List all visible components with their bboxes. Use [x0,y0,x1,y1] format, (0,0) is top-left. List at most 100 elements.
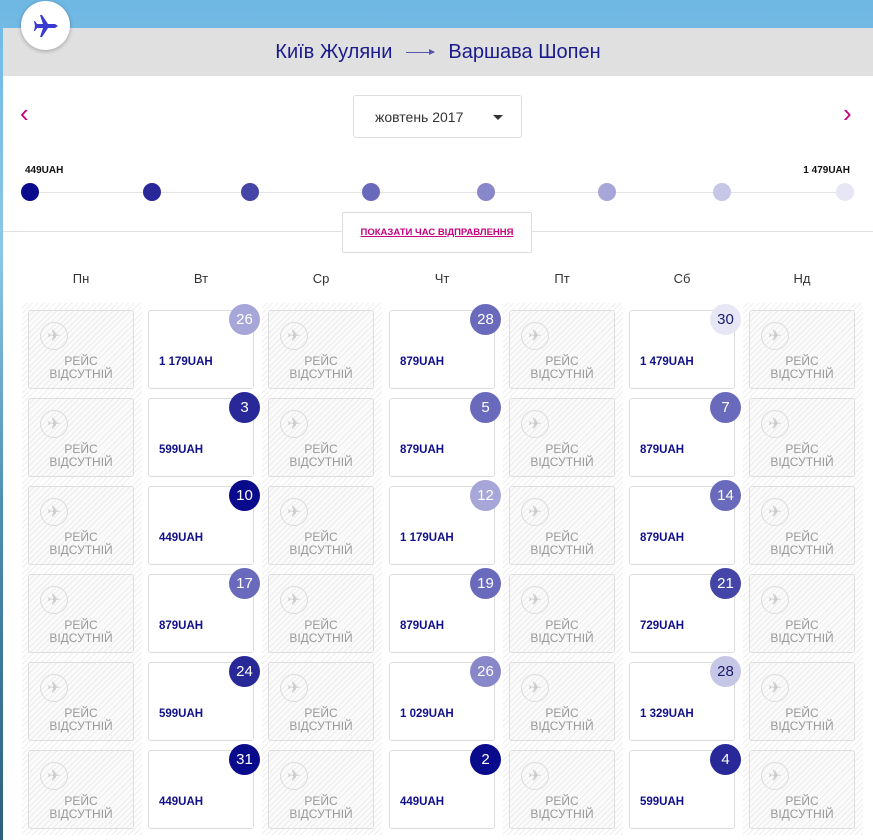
unavailable-column-bg [743,303,863,835]
day-badge: 17 [229,568,260,599]
flight-price: 449UAH [159,532,204,544]
flight-price: 879UAH [640,532,685,544]
price-level-dot [241,183,259,201]
day-badge: 24 [229,656,260,687]
weekday-label: Сб [673,271,691,286]
day-cell-flight[interactable]: 10 449UAH [148,480,260,565]
unavailable-label: РЕЙС ВІДСУТНІЙ [49,618,113,645]
day-cell-unavailable: ✈ РЕЙС ВІДСУТНІЙ [509,662,615,741]
day-badge: 26 [229,304,260,335]
unavailable-label: РЕЙС ВІДСУТНІЙ [289,530,353,557]
weekday-label: Вт [193,271,209,286]
weekday-label: Нд [793,271,811,286]
show-departure-times-button[interactable]: ПОКАЗАТИ ЧАС ВІДПРАВЛЕННЯ [342,212,532,253]
day-badge: 7 [710,392,741,423]
day-cell-flight[interactable]: 14 879UAH [629,480,741,565]
day-cell-flight[interactable]: 5 879UAH [389,392,501,477]
day-cell-flight[interactable]: 28 1 329UAH [629,656,741,741]
weekday-label: Ср [312,271,330,286]
price-scale-line [30,192,845,193]
destination: Варшава Шопен [448,40,601,63]
unavailable-label: РЕЙС ВІДСУТНІЙ [289,794,353,821]
plane-icon: ✈ [280,498,308,526]
plane-icon: ✈ [40,762,68,790]
day-cell-flight[interactable]: 3 599UAH [148,392,260,477]
price-level-dot [836,183,854,201]
flight-price: 1 179UAH [400,532,454,544]
plane-icon: ✈ [521,322,549,350]
plane-icon: ✈ [40,498,68,526]
unavailable-column-bg [262,303,382,835]
unavailable-label: РЕЙС ВІДСУТНІЙ [770,794,834,821]
plane-icon: ✈ [521,410,549,438]
day-cell-unavailable: ✈ РЕЙС ВІДСУТНІЙ [268,574,374,653]
flight-price: 449UAH [159,796,204,808]
month-select[interactable]: жовтень 2017 [353,95,522,138]
day-badge: 5 [470,392,501,423]
plane-icon: ✈ [521,674,549,702]
airline-logo[interactable] [21,1,70,50]
day-cell-flight[interactable]: 24 599UAH [148,656,260,741]
day-cell-unavailable: ✈ РЕЙС ВІДСУТНІЙ [28,662,134,741]
day-cell-flight[interactable]: 12 1 179UAH [389,480,501,565]
day-badge: 28 [710,656,741,687]
arrow-right-icon [406,48,436,55]
day-badge: 31 [229,744,260,775]
unavailable-label: РЕЙС ВІДСУТНІЙ [530,530,594,557]
day-cell-flight[interactable]: 30 1 479UAH [629,304,741,389]
plane-icon: ✈ [761,410,789,438]
day-cell-unavailable: ✈ РЕЙС ВІДСУТНІЙ [268,398,374,477]
price-min-label: 449UAH [25,165,64,176]
flight-price: 879UAH [400,444,445,456]
day-cell-flight[interactable]: 17 879UAH [148,568,260,653]
day-cell-flight[interactable]: 7 879UAH [629,392,741,477]
day-cell-flight[interactable]: 26 1 179UAH [148,304,260,389]
day-badge: 28 [470,304,501,335]
plane-icon: ✈ [280,410,308,438]
weekday-label: Чт [434,271,450,286]
plane-icon: ✈ [280,762,308,790]
day-cell-flight[interactable]: 21 729UAH [629,568,741,653]
unavailable-column-bg [503,303,623,835]
unavailable-label: РЕЙС ВІДСУТНІЙ [770,706,834,733]
price-max-label: 1 479UAH [803,165,850,176]
price-level-dot [713,183,731,201]
day-cell-unavailable: ✈ РЕЙС ВІДСУТНІЙ [28,486,134,565]
day-cell-flight[interactable]: 26 1 029UAH [389,656,501,741]
day-cell-flight[interactable]: 19 879UAH [389,568,501,653]
day-cell-unavailable: ✈ РЕЙС ВІДСУТНІЙ [509,750,615,829]
day-badge: 12 [470,480,501,511]
day-cell-flight[interactable]: 2 449UAH [389,744,501,829]
plane-icon: ✈ [280,674,308,702]
flight-price: 879UAH [159,620,204,632]
unavailable-label: РЕЙС ВІДСУТНІЙ [530,442,594,469]
day-cell-unavailable: ✈ РЕЙС ВІДСУТНІЙ [509,486,615,565]
plane-icon: ✈ [40,674,68,702]
day-badge: 19 [470,568,501,599]
unavailable-label: РЕЙС ВІДСУТНІЙ [530,618,594,645]
route-header: Київ Жуляни Варшава Шопен [3,28,873,76]
origin: Київ Жуляни [275,40,393,63]
day-cell-flight[interactable]: 28 879UAH [389,304,501,389]
flight-price: 1 329UAH [640,708,694,720]
day-badge: 21 [710,568,741,599]
prev-month-button[interactable]: ‹ [20,98,29,128]
plane-icon: ✈ [761,586,789,614]
unavailable-label: РЕЙС ВІДСУТНІЙ [49,442,113,469]
day-cell-unavailable: ✈ РЕЙС ВІДСУТНІЙ [28,310,134,389]
unavailable-label: РЕЙС ВІДСУТНІЙ [49,354,113,381]
flight-price: 729UAH [640,620,685,632]
weekday-label: Пн [72,271,90,286]
unavailable-label: РЕЙС ВІДСУТНІЙ [530,354,594,381]
day-badge: 14 [710,480,741,511]
unavailable-label: РЕЙС ВІДСУТНІЙ [530,706,594,733]
price-level-dot [362,183,380,201]
flight-price: 599UAH [159,708,204,720]
unavailable-label: РЕЙС ВІДСУТНІЙ [289,354,353,381]
flight-price: 879UAH [400,356,445,368]
next-month-button[interactable]: › [843,98,852,128]
day-cell-flight[interactable]: 4 599UAH [629,744,741,829]
unavailable-label: РЕЙС ВІДСУТНІЙ [770,354,834,381]
day-cell-flight[interactable]: 31 449UAH [148,744,260,829]
day-cell-unavailable: ✈ РЕЙС ВІДСУТНІЙ [28,574,134,653]
